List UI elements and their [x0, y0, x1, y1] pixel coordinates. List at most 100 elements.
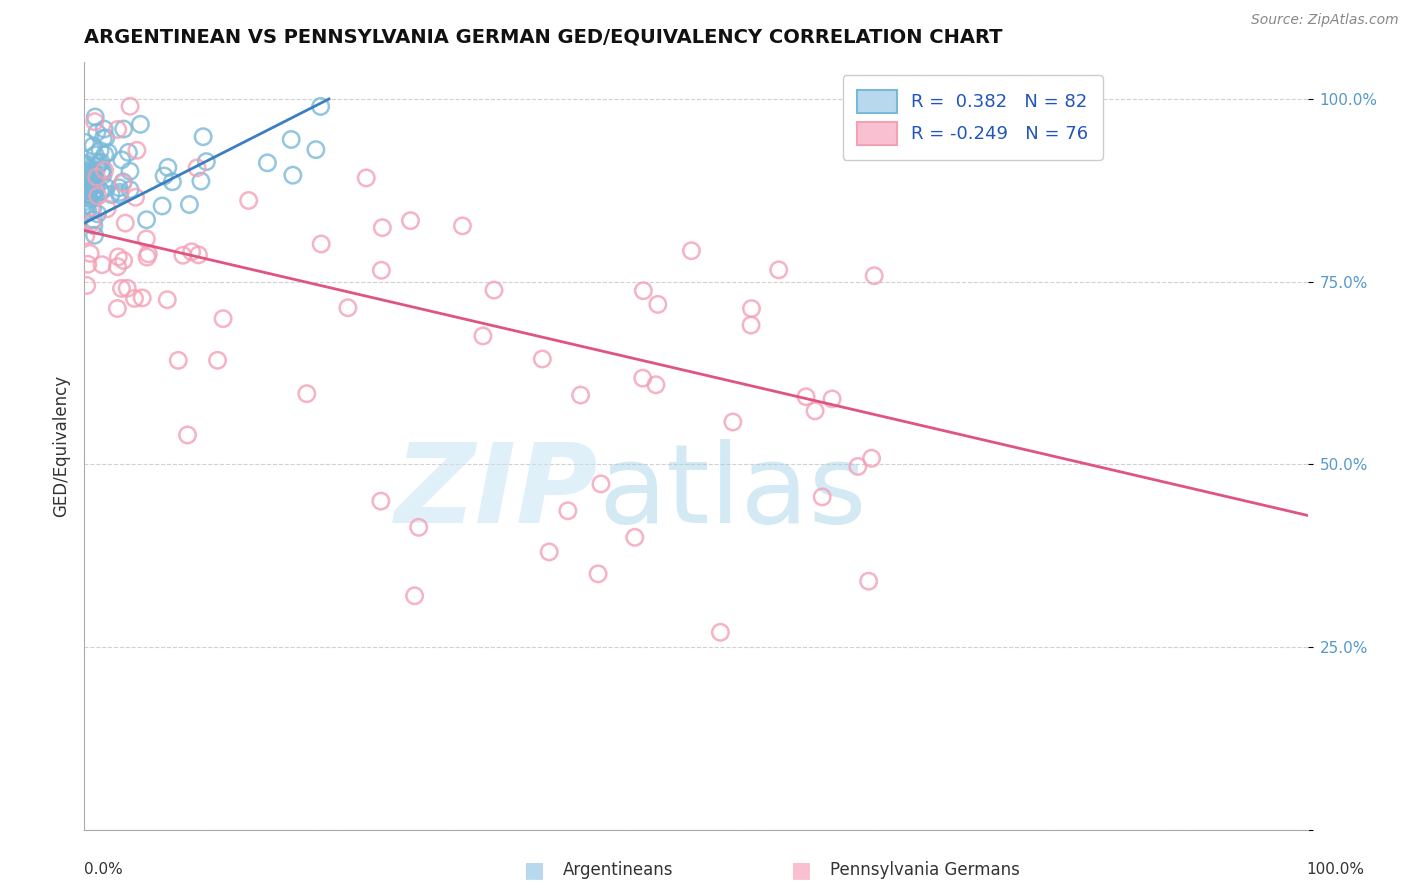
Point: [135, 232, 157, 246]
Point: [75, 206, 97, 220]
Point: [408, 520, 430, 534]
Point: [77, 257, 100, 271]
Point: [79, 171, 101, 186]
Point: [371, 220, 394, 235]
Text: Source: ZipAtlas.com: Source: ZipAtlas.com: [1251, 13, 1399, 28]
Point: [77, 184, 100, 198]
Point: [176, 428, 198, 442]
Point: [124, 292, 146, 306]
Point: [107, 122, 129, 136]
Point: [75, 158, 97, 172]
Point: [124, 190, 146, 204]
Point: [83, 165, 105, 179]
Point: [90, 166, 112, 180]
Point: [207, 353, 229, 368]
Point: [399, 213, 422, 227]
Point: [90, 184, 112, 198]
Text: 0.0%: 0.0%: [84, 863, 124, 877]
Text: Pennsylvania Germans: Pennsylvania Germans: [830, 861, 1019, 879]
Point: [77, 178, 100, 193]
Point: [91, 131, 114, 145]
Point: [811, 490, 834, 504]
Point: [482, 283, 505, 297]
Point: [557, 504, 579, 518]
Point: [471, 329, 494, 343]
Point: [83, 219, 105, 233]
Point: [740, 301, 762, 316]
Point: [107, 260, 129, 274]
Point: [100, 187, 122, 202]
Point: [96, 202, 118, 216]
Point: [111, 153, 134, 167]
Point: [404, 589, 426, 603]
Point: [82, 212, 104, 227]
Point: [89, 156, 111, 170]
Point: [91, 168, 114, 182]
Point: [75, 160, 97, 174]
Point: [256, 156, 278, 170]
Point: [87, 159, 110, 173]
Point: [179, 197, 201, 211]
Point: [82, 188, 104, 202]
Point: [190, 174, 212, 188]
Point: [82, 202, 104, 216]
Point: [644, 377, 666, 392]
Point: [84, 178, 107, 192]
Point: [91, 258, 114, 272]
Point: [633, 284, 655, 298]
Point: [305, 143, 328, 157]
Point: [846, 459, 869, 474]
Point: [80, 169, 103, 183]
Point: [180, 244, 202, 259]
Point: [82, 177, 104, 191]
Point: [150, 199, 173, 213]
Point: [336, 301, 359, 315]
Point: [111, 176, 134, 190]
Point: [125, 143, 148, 157]
Point: [75, 180, 97, 194]
Point: [647, 297, 669, 311]
Point: [569, 388, 592, 402]
Point: [295, 386, 318, 401]
Point: [136, 247, 159, 261]
Point: [97, 145, 120, 160]
Point: [79, 184, 101, 198]
Point: [118, 99, 141, 113]
Point: [115, 281, 138, 295]
Point: [77, 192, 100, 206]
Point: [172, 248, 194, 262]
Point: [84, 172, 107, 186]
Point: [451, 219, 474, 233]
Point: [93, 147, 115, 161]
Point: [84, 148, 107, 162]
Text: ARGENTINEAN VS PENNSYLVANIA GERMAN GED/EQUIVALENCY CORRELATION CHART: ARGENTINEAN VS PENNSYLVANIA GERMAN GED/E…: [84, 28, 1002, 47]
Point: [110, 281, 132, 295]
Point: [156, 293, 179, 307]
Text: ■: ■: [792, 860, 811, 880]
Point: [309, 237, 332, 252]
Point: [93, 122, 115, 136]
Point: [280, 132, 302, 146]
Point: [156, 161, 179, 175]
Point: [112, 175, 135, 189]
Point: [93, 163, 115, 178]
Point: [538, 545, 561, 559]
Point: [740, 318, 762, 332]
Point: [589, 476, 612, 491]
Point: [195, 154, 218, 169]
Point: [86, 125, 108, 139]
Point: [212, 311, 235, 326]
Point: [114, 216, 136, 230]
Point: [75, 228, 97, 243]
Point: [709, 625, 731, 640]
Point: [187, 248, 209, 262]
Point: [681, 244, 703, 258]
Point: [83, 167, 105, 181]
Point: [94, 131, 117, 145]
Point: [96, 180, 118, 194]
Point: [112, 253, 135, 268]
Point: [76, 278, 98, 293]
Point: [281, 168, 304, 182]
Point: [162, 175, 184, 189]
Point: [75, 136, 97, 150]
